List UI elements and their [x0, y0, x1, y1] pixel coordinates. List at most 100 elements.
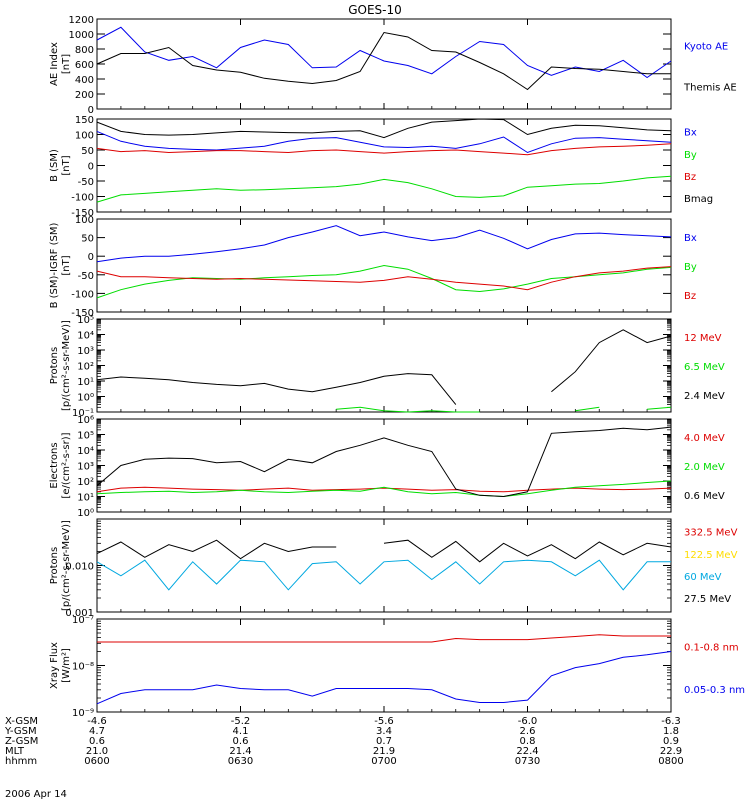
y-tick-label: 10³	[77, 346, 94, 357]
series-line-4-0-mev	[96, 486, 672, 493]
x-axis-value: 4.1	[233, 726, 249, 737]
x-axis-row-label: Z-GSM	[5, 736, 38, 747]
y-tick-label: 10¹	[77, 493, 94, 504]
x-axis-table: X-GSMY-GSMZ-GSMMLThhmm-4.64.70.621.00600…	[4, 716, 684, 767]
x-axis-row-label: hhmm	[5, 756, 37, 767]
series-line-27-5-mev	[96, 539, 672, 563]
series-line-bz	[96, 266, 672, 291]
series-line-kyoto-ae	[96, 26, 672, 79]
x-axis-value: 0.9	[663, 736, 679, 747]
y-tick-label: 10⁶	[77, 415, 94, 426]
x-axis-value: 21.4	[229, 746, 251, 757]
panel-2: -150 -100 -50 0 50 100 150 B (SM) [nT] Bx By Bz Bmag	[49, 115, 713, 219]
legend-label: Bmag	[684, 194, 713, 205]
x-axis-value: 0.6	[89, 736, 105, 747]
x-axis-row-label: X-GSM	[5, 716, 38, 727]
panel-7: 10⁻⁹ 10⁻⁸ 10⁻⁷ Xray Flux [W/m²] 0.1-0.8 nm 0.0…	[49, 615, 745, 719]
panel-6: 0.001 0.010 Protons [p/(cm²-s-sr-MeV)] 332.5…	[49, 518, 738, 619]
y-tick-label: -150	[71, 208, 94, 219]
y-axis-label: [p/(cm²-s-sr-MeV)]	[61, 520, 72, 611]
y-tick-label: -100	[71, 289, 94, 300]
series-line-bx	[96, 130, 672, 154]
y-tick-label: 150	[75, 115, 94, 126]
y-tick-label: 10³	[77, 462, 94, 473]
series-line-0-1-0-8-nm	[97, 634, 671, 643]
legend-label: Bz	[684, 172, 696, 183]
x-axis-row-label: Y-GSM	[4, 726, 37, 737]
y-tick-label: 10²	[77, 362, 94, 373]
series-line-60-mev	[96, 559, 671, 591]
x-axis-value: 0.6	[233, 736, 249, 747]
y-tick-label: 10⁵	[77, 315, 94, 326]
y-tick-label: 10²	[77, 477, 94, 488]
legend-label: By	[684, 262, 697, 273]
legend-label: 332.5 MeV	[684, 528, 738, 539]
y-axis-label: Electrons	[49, 442, 60, 488]
y-axis-label: [W/m²]	[61, 648, 72, 683]
legend-label: 0.05-0.3 nm	[684, 685, 745, 696]
x-axis-value: -5.2	[231, 716, 251, 727]
x-axis-value: 0.7	[376, 736, 392, 747]
legend-label: 2.4 MeV	[684, 391, 725, 402]
x-axis-value: 22.9	[660, 746, 682, 757]
legend-label: 12 MeV	[684, 333, 722, 344]
x-axis-value: 0730	[515, 756, 540, 767]
y-tick-label: 0.001	[65, 608, 94, 619]
panel-5: 10⁰ 10¹ 10² 10³ 10⁴ 10⁵ 10⁶ Electrons [e/(cm²-s-…	[49, 415, 725, 519]
x-axis-value: 0600	[84, 756, 109, 767]
y-tick-label: 10⁰	[77, 393, 94, 404]
y-tick-label: 10¹	[77, 377, 94, 388]
x-axis-value: 2.6	[520, 726, 536, 737]
y-tick-label: 100	[75, 131, 94, 142]
legend-label: Bz	[684, 291, 696, 302]
date-label: 2006 Apr 14	[5, 789, 67, 800]
panel-4: 10⁻¹ 10⁰ 10¹ 10² 10³ 10⁴ 10⁵ Protons [p/(cm²-s-s…	[49, 315, 725, 419]
y-tick-label: 100	[75, 215, 94, 226]
x-axis-value: 0630	[228, 756, 253, 767]
y-tick-label: 0	[88, 105, 94, 116]
y-tick-label: 600	[75, 60, 94, 71]
y-axis-label: [nT]	[61, 255, 72, 275]
legend-label: Bx	[684, 233, 697, 244]
y-tick-label: 10⁻⁸	[72, 662, 94, 673]
y-axis-label: [nT]	[61, 54, 72, 74]
x-axis-value: 21.9	[373, 746, 395, 757]
x-axis-value: 1.8	[663, 726, 679, 737]
y-tick-label: 10⁻⁹	[72, 708, 94, 719]
legend-label: 2.0 MeV	[684, 462, 725, 473]
y-axis-label: [e/(cm²-s-sr)]	[61, 432, 72, 498]
panel-1: 0 200 400 600 800 1000 1200 AE Index [nT] Kyoto A…	[49, 15, 737, 116]
series-line-0-6-mev	[96, 426, 672, 498]
y-tick-label: 10⁻⁷	[72, 615, 94, 626]
legend-label: Bx	[684, 128, 697, 139]
y-axis-label: Protons	[49, 347, 60, 384]
y-tick-label: 0.010	[65, 562, 94, 573]
y-tick-label: 0	[88, 252, 94, 263]
y-tick-label: 50	[81, 146, 94, 157]
legend-label: Kyoto AE	[684, 42, 728, 53]
y-tick-label: 400	[75, 75, 94, 86]
y-tick-label: 10⁴	[77, 331, 94, 342]
x-axis-row-label: MLT	[5, 746, 25, 757]
x-axis-value: -4.6	[87, 716, 107, 727]
y-tick-label: 50	[81, 234, 94, 245]
y-tick-label: -50	[78, 177, 94, 188]
series-line-2-4-mev	[96, 329, 672, 405]
legend-label: 27.5 MeV	[684, 594, 731, 605]
y-axis-label: AE Index	[49, 42, 60, 86]
y-tick-label: -150	[71, 308, 94, 319]
series-line-2-0-mev	[96, 480, 672, 498]
x-axis-value: 22.4	[516, 746, 538, 757]
legend-label: 4.0 MeV	[684, 433, 725, 444]
legend-label: Themis AE	[683, 83, 737, 94]
y-tick-label: 1000	[69, 30, 94, 41]
series-line-bx	[96, 225, 672, 263]
series-line-bz	[96, 143, 672, 156]
x-axis-value: 21.0	[86, 746, 108, 757]
y-tick-label: 10⁰	[77, 508, 94, 519]
x-axis-value: 0.8	[520, 736, 536, 747]
panel-3: -150 -100 -50 0 50 100 B (SM)-IGRF (SM) [nT] Bx B…	[49, 215, 697, 319]
